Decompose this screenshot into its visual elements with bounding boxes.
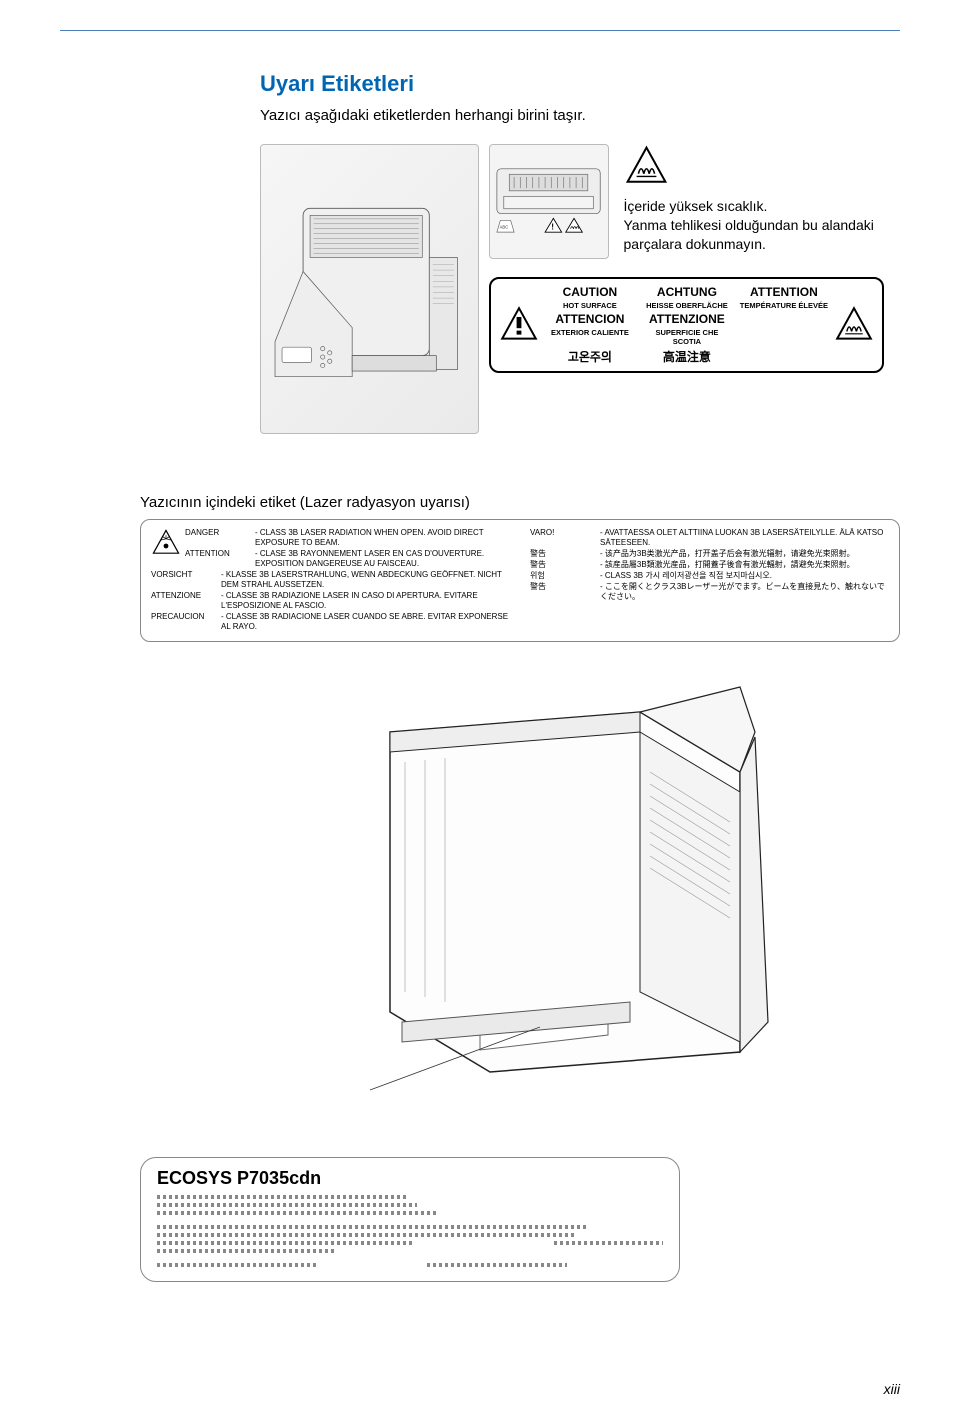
model-name: ECOSYS P7035cdn [157,1168,663,1189]
caution-de-sub: HEISSE OBERFLÄCHE [642,301,731,310]
caution-fr-sub: TEMPÉRATURE ÉLEVÉE [739,301,828,310]
laser-row: DANGER- CLASS 3B LASER RADIATION WHEN OP… [185,528,510,548]
page-number: xiii [884,1381,900,1397]
laser-row: 警告- 該産品屬3B類激光産品，打開蓋子後會有激光輻射，請避免光束照射。 [530,560,889,570]
caution-it-sub: SUPERFICIE CHE SCOTIA [642,328,731,346]
caution-triangle-icon [499,305,539,345]
page-subtitle: Yazıcı aşağıdaki etiketlerden herhangi b… [260,107,900,124]
caution-it: ATTENZIONE [642,312,731,326]
caution-multilingual-label: CAUTION HOT SURFACE ACHTUNG HEISSE OBERFLÄ… [489,277,884,373]
laser-triangle-icon [151,528,181,558]
laser-warning-label: DANGER- CLASS 3B LASER RADIATION WHEN OP… [140,519,900,642]
laser-row: 警告- ここを開くとクラス3Bレーザー光がでます。ビームを直接見たり、触れないで… [530,582,889,602]
heat-line2: Yanma tehlikesi olduğundan bu alandaki p… [624,217,874,252]
heat-triangle-icon [834,305,874,345]
svg-text:ABC: ABC [500,225,509,230]
printer-open-illustration [260,144,479,434]
svg-text:!: ! [552,222,555,231]
caution-fr: ATTENTION [739,285,828,299]
laser-row: VORSICHT- KLASSE 3B LASERSTRAHLUNG, WENN… [151,570,510,590]
laser-row: PRECAUCION- CLASSE 3B RADIACIONE LASER C… [151,612,510,632]
heat-line1: İçeride yüksek sıcaklık. [624,198,768,214]
laser-row: 위험- CLASS 3B 가시 레이저광선을 직접 보지마십시오. [530,571,889,581]
top-rule [60,30,900,31]
laser-section-heading: Yazıcının içindeki etiket (Lazer radyasy… [140,494,900,511]
laser-row: ATTENZIONE- CLASSE 3B RADIAZIONE LASER I… [151,591,510,611]
page-title: Uyarı Etiketleri [260,71,900,97]
laser-row: ATTENTION- CLASE 3B RAYONNEMENT LASER EN… [185,549,510,569]
caution-jp: 高温注意 [642,348,731,365]
caution-de: ACHTUNG [642,285,731,299]
caution-en-sub: HOT SURFACE [545,301,634,310]
model-rating-label: ECOSYS P7035cdn [140,1157,680,1282]
heat-warning-icon [624,144,669,189]
caution-kr: 고온주의 [545,348,634,365]
printer-top-detail: ABC ! [489,144,608,259]
caution-es: ATTENCION [545,312,634,326]
laser-row: 警告- 该产品为3B类激光产品，打开盖子后会有激光辐射，请避免光束照射。 [530,549,889,559]
caution-en: CAUTION [545,285,634,299]
laser-row: VARO!- AVATTAESSA OLET ALTTIINA LUOKAN 3… [530,528,889,548]
caution-es-sub: EXTERIOR CALIENTE [545,328,634,337]
heat-warning-text: İçeride yüksek sıcaklık. Yanma tehlikesi… [624,197,901,254]
printer-rear-illustration [310,672,770,1092]
